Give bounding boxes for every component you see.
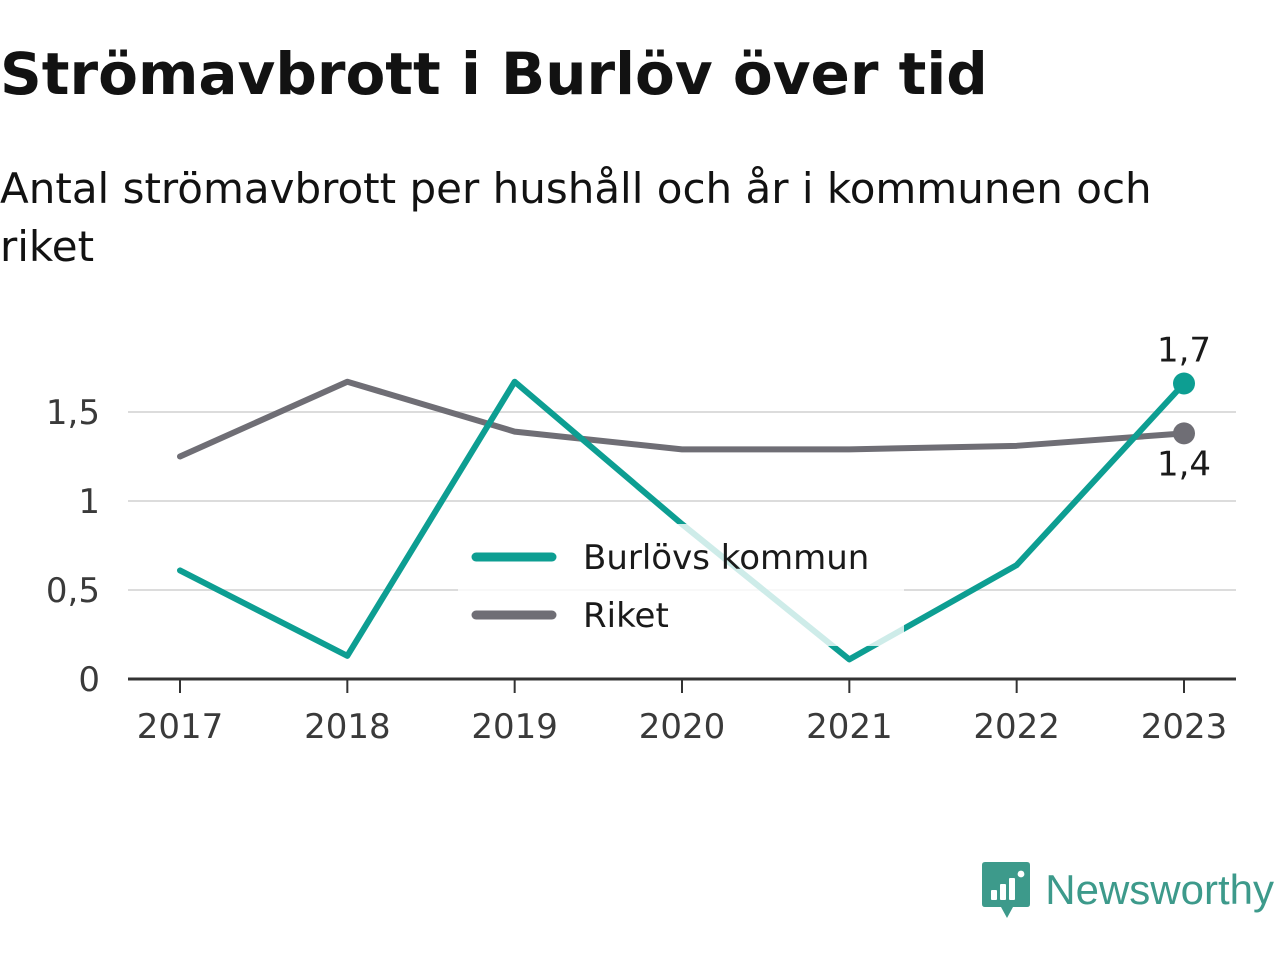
y-axis: 0 0,5 1 1,5	[46, 393, 100, 700]
y-tick-label: 1	[78, 482, 100, 522]
legend-label: Burlövs kommun	[583, 538, 869, 578]
x-tick-label: 2017	[137, 707, 224, 747]
chart-subtitle: Antal strömavbrott per hushåll och år i …	[0, 164, 1152, 271]
y-tick-label: 0	[78, 660, 100, 700]
end-label-riket: 1,4	[1157, 444, 1211, 484]
end-point-riket	[1173, 422, 1195, 445]
x-tick-label: 2022	[973, 707, 1060, 747]
x-tick-label: 2020	[639, 707, 726, 747]
end-point-burlov	[1173, 372, 1195, 395]
x-tick-label: 2023	[1141, 707, 1228, 747]
end-labels: 1,7 1,4	[1157, 331, 1211, 485]
brand-name: Newsworthy	[1045, 866, 1274, 913]
legend-label: Riket	[583, 596, 669, 636]
x-axis: 2017 2018 2019 2020 2021 2022 2023	[128, 677, 1236, 747]
legend: Burlövs kommun Riket	[458, 524, 904, 646]
x-tick-label: 2019	[471, 707, 558, 747]
newsworthy-brand: Newsworthy	[981, 860, 1274, 920]
legend-background	[458, 524, 904, 646]
series-line-riket	[177, 378, 1187, 460]
x-tick-label: 2018	[304, 707, 391, 747]
newsworthy-logo-icon	[982, 862, 1031, 918]
x-tick-label: 2021	[806, 707, 893, 747]
end-label-burlov: 1,7	[1157, 331, 1211, 371]
y-tick-label: 1,5	[46, 393, 100, 433]
chart-title: Strömavbrott i Burlöv över tid	[0, 40, 988, 108]
y-tick-label: 0,5	[46, 571, 100, 611]
